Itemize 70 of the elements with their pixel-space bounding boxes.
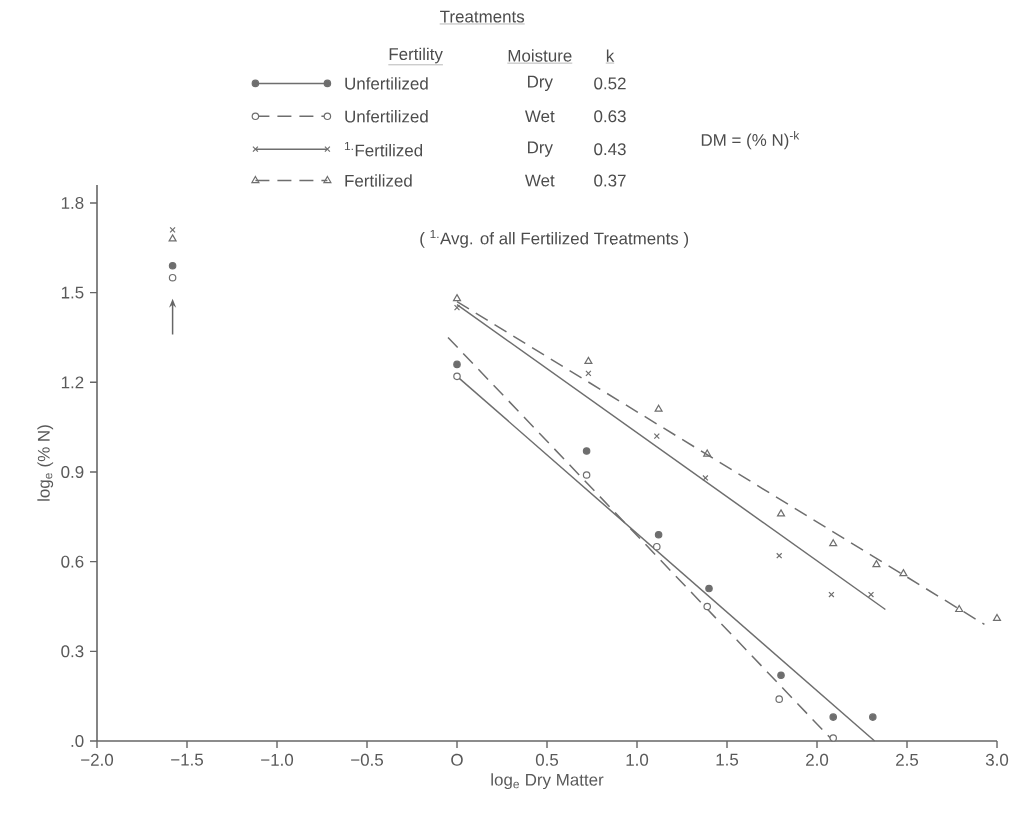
text: Fertility — [389, 47, 443, 64]
point — [453, 304, 461, 311]
annotation: Wet — [524, 174, 555, 187]
point — [169, 226, 176, 233]
point — [775, 695, 784, 703]
x-tick-label: −0.5 — [351, 753, 384, 766]
x-tick-label: 3.0 — [985, 753, 1009, 766]
point — [705, 584, 713, 593]
text: k — [606, 49, 615, 62]
point — [776, 509, 786, 517]
point — [168, 273, 177, 282]
y-tick-label: 0.3 — [61, 645, 84, 658]
point — [453, 360, 461, 369]
point — [654, 404, 663, 412]
text: 0.63 — [594, 110, 626, 123]
annotation: ( $^{1.}$Avg. of all Fertilized Treatments ) — [420, 229, 689, 248]
point — [867, 591, 875, 598]
point — [168, 234, 177, 242]
point — [899, 569, 908, 577]
x-tick-label: 1.5 — [716, 753, 739, 766]
text: Moisture — [508, 49, 572, 62]
text: Wet — [524, 110, 555, 123]
point — [702, 474, 709, 482]
point — [582, 447, 591, 455]
x-tick-label: 0.5 — [535, 753, 559, 766]
point — [776, 552, 783, 559]
legend-label: Unfertilized — [345, 77, 428, 90]
text: 0.52 — [594, 77, 626, 90]
text: 0.43 — [594, 143, 626, 156]
x-tick-label: −1.5 — [171, 753, 203, 766]
legend-label: Unfertilized — [345, 110, 428, 123]
point — [703, 602, 712, 611]
y-tick-label: 1.2 — [61, 376, 84, 389]
x-tick-label: 1.0 — [626, 753, 649, 766]
point — [452, 294, 462, 302]
x-axis-title: log$_{e}$ Dry Matter — [491, 773, 604, 790]
point — [829, 713, 838, 721]
y-tick-label: 0.9 — [61, 465, 84, 478]
x-tick-label: −2.0 — [81, 753, 114, 766]
x-tick-label: −1.0 — [261, 753, 294, 766]
y-tick-label: 1.5 — [61, 286, 84, 299]
point — [829, 539, 838, 547]
point — [653, 542, 661, 551]
point — [168, 261, 177, 270]
point — [584, 356, 593, 364]
text: Dry — [528, 141, 553, 157]
point — [453, 372, 461, 381]
x-tick-label: 2.5 — [896, 753, 919, 766]
legend-label: Fertilized — [345, 174, 412, 187]
point — [582, 471, 591, 479]
point — [992, 613, 1002, 622]
y-tick-label: 1.8 — [61, 196, 84, 209]
point — [955, 604, 964, 613]
y-tick-label: .0 — [71, 735, 84, 747]
point — [869, 713, 877, 721]
point — [654, 530, 663, 539]
point — [872, 560, 881, 568]
point — [777, 671, 785, 680]
legend-title: Treatments — [440, 10, 525, 23]
text: Dry — [528, 75, 553, 91]
x-tick-label: O — [451, 753, 463, 766]
y-tick-label: 0.6 — [61, 555, 84, 568]
x-tick-label: 2.0 — [806, 753, 829, 766]
annotation: 0.37 — [594, 174, 626, 187]
point — [703, 449, 712, 457]
point — [829, 734, 838, 742]
legend-label: $^{1.}$Fertilized — [344, 141, 423, 157]
point — [653, 433, 660, 440]
text: DM = (% N)$^{-k}$ — [701, 131, 800, 150]
y-axis-title: log$_{e}$ (% N) — [37, 425, 54, 501]
